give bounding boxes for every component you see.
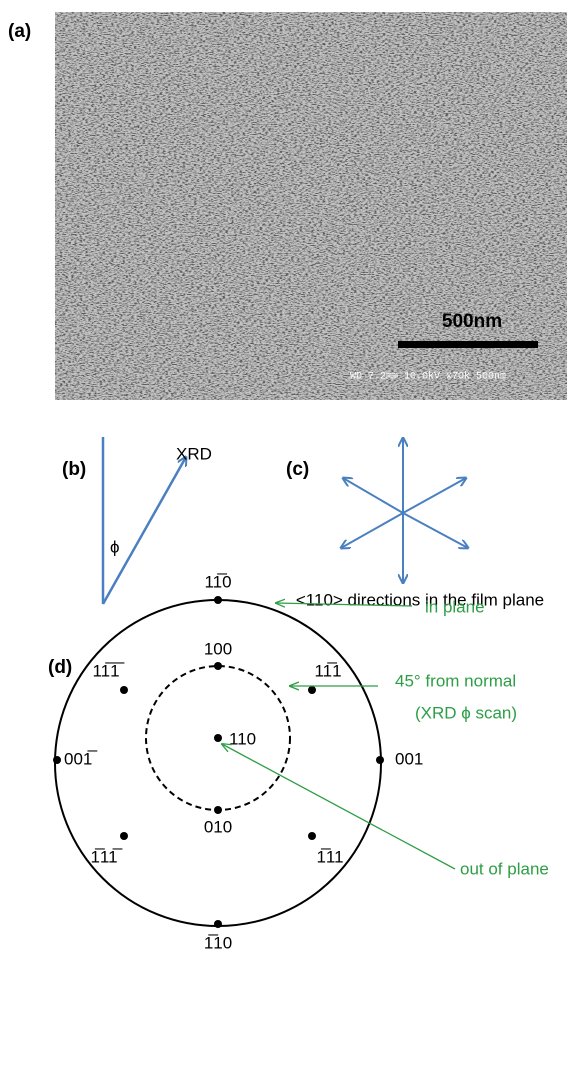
annotation: in plane <box>425 597 485 616</box>
dot <box>214 734 222 742</box>
pole-label: 100 <box>204 639 232 658</box>
panel-label: (c) <box>286 459 309 480</box>
dot <box>214 806 222 814</box>
annotation: out of plane <box>460 859 549 878</box>
dot <box>53 756 61 764</box>
dot <box>120 832 128 840</box>
pole-label: 001 <box>395 749 423 768</box>
arrow <box>403 513 468 548</box>
scale-label: 500nm <box>442 311 502 332</box>
pole-label: 110 <box>229 729 256 748</box>
dot <box>120 686 128 694</box>
dot <box>214 662 222 670</box>
arrow <box>343 478 403 513</box>
arrow <box>403 478 466 513</box>
annotation-arrows <box>222 603 455 869</box>
panel-label: (d) <box>48 657 72 678</box>
dot <box>308 686 316 694</box>
dot <box>214 920 222 928</box>
pole-label: 1̅11̅ <box>90 847 122 866</box>
angle-label: ϕ <box>110 537 120 556</box>
panel-label: (a) <box>8 21 31 42</box>
directions <box>341 438 468 583</box>
pole-label: 001̅ <box>64 749 97 768</box>
xrd-label: XRD <box>176 444 212 463</box>
annotation: (XRD ϕ scan) <box>415 703 517 722</box>
pole-label: 11̅1̅ <box>92 661 124 680</box>
xrd-arrow <box>103 457 186 604</box>
sem-info: WD 7.2mm 10.0kV x70k 500nm <box>350 371 506 383</box>
pole-label: 1̅10 <box>204 933 232 952</box>
arrow <box>341 513 403 548</box>
pole-label: 1̅11 <box>316 847 343 866</box>
dot <box>214 596 222 604</box>
panel-label: (b) <box>62 459 86 480</box>
annotation: 45° from normal <box>395 671 516 690</box>
caption: <110> directions in the film plane <box>296 590 544 609</box>
pole-label: 010 <box>204 817 232 836</box>
dot <box>376 756 384 764</box>
pole-label: 11̅1 <box>314 661 341 680</box>
dot <box>308 832 316 840</box>
scale-bar <box>398 341 538 348</box>
pole-label: 11̅0 <box>204 572 231 591</box>
figure: (a) 500nm WD 7.2mm 10.0kV x70k 500nm (b)… <box>0 0 587 1066</box>
